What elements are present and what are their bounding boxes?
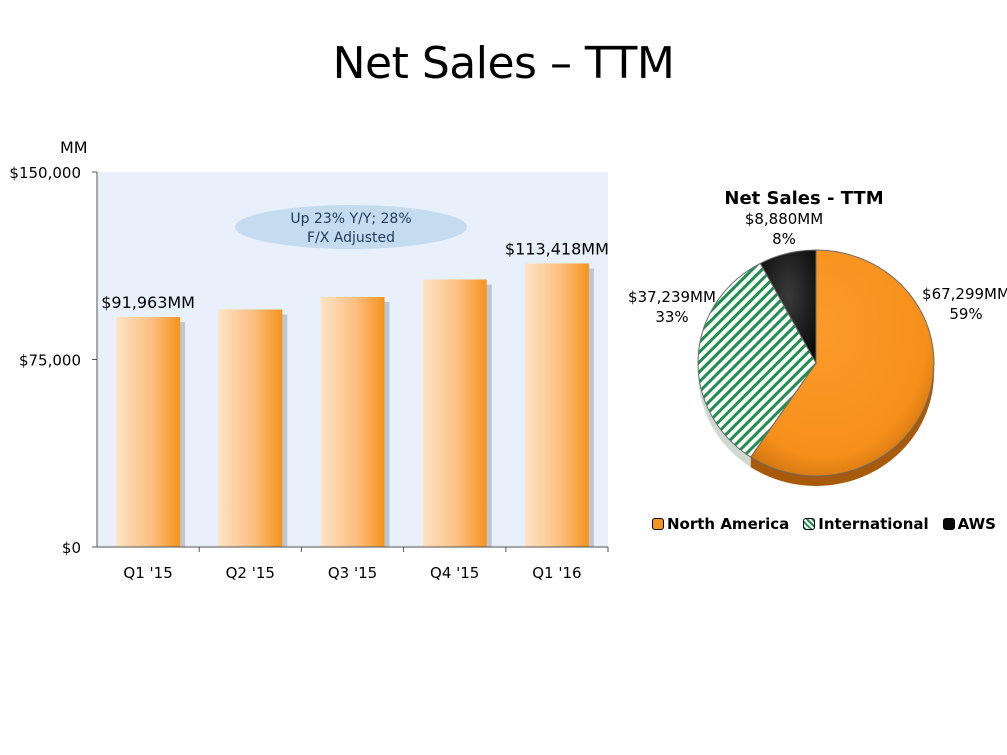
pie-legend: North America International AWS [652,515,1007,533]
pie-value-label-north-america: $67,299MM [922,285,1007,303]
y-tick-label-0: $150,000 [9,164,81,182]
legend-label-aws: AWS [957,515,996,533]
legend-swatch-international [803,518,816,530]
pie-title: Net Sales - TTM [724,188,883,209]
legend-item-north-america: North America [652,515,789,533]
page-title: Net Sales – TTM [332,38,675,89]
x-tick-label-4: Q1 '16 [532,564,581,582]
bar-2 [320,297,385,547]
legend-item-aws: AWS [942,515,996,533]
x-tick-label-0: Q1 '15 [123,564,172,582]
annotation-line-2: F/X Adjusted [307,230,395,246]
bar-3 [422,279,487,547]
pie-slice-international [697,262,817,458]
x-tick-label-2: Q3 '15 [328,564,377,582]
pie-slice-aws [759,249,817,365]
legend-swatch-aws [942,518,955,530]
x-tick-label-1: Q2 '15 [226,564,275,582]
annotation-ellipse [235,205,467,249]
y-tick-label-2: $0 [62,539,81,557]
pie-value-label-aws: $8,880MM [745,210,823,228]
x-tick-label-3: Q4 '15 [430,564,479,582]
pie-slice-north-america [749,249,935,477]
bar-data-label-0: $91,963MM [101,293,195,312]
legend-label-international: International [818,515,929,533]
legend-item-international: International [803,515,929,533]
pie-percent-label-international: 33% [655,308,688,326]
pie-value-label-international: $37,239MM [628,288,716,306]
legend-label-north-america: North America [667,515,790,533]
bar-1 [218,309,283,547]
legend-swatch-north-america [652,518,664,530]
y-tick-label-1: $75,000 [19,352,81,370]
bar-4 [524,263,589,547]
annotation-line-1: Up 23% Y/Y; 28% [290,211,411,227]
pie-percent-label-aws: 8% [772,230,796,248]
y-unit-label: MM [60,138,88,157]
pie-percent-label-north-america: 59% [949,305,982,323]
bar-data-label-4: $113,418MM [505,239,609,258]
bar-0 [116,317,181,547]
